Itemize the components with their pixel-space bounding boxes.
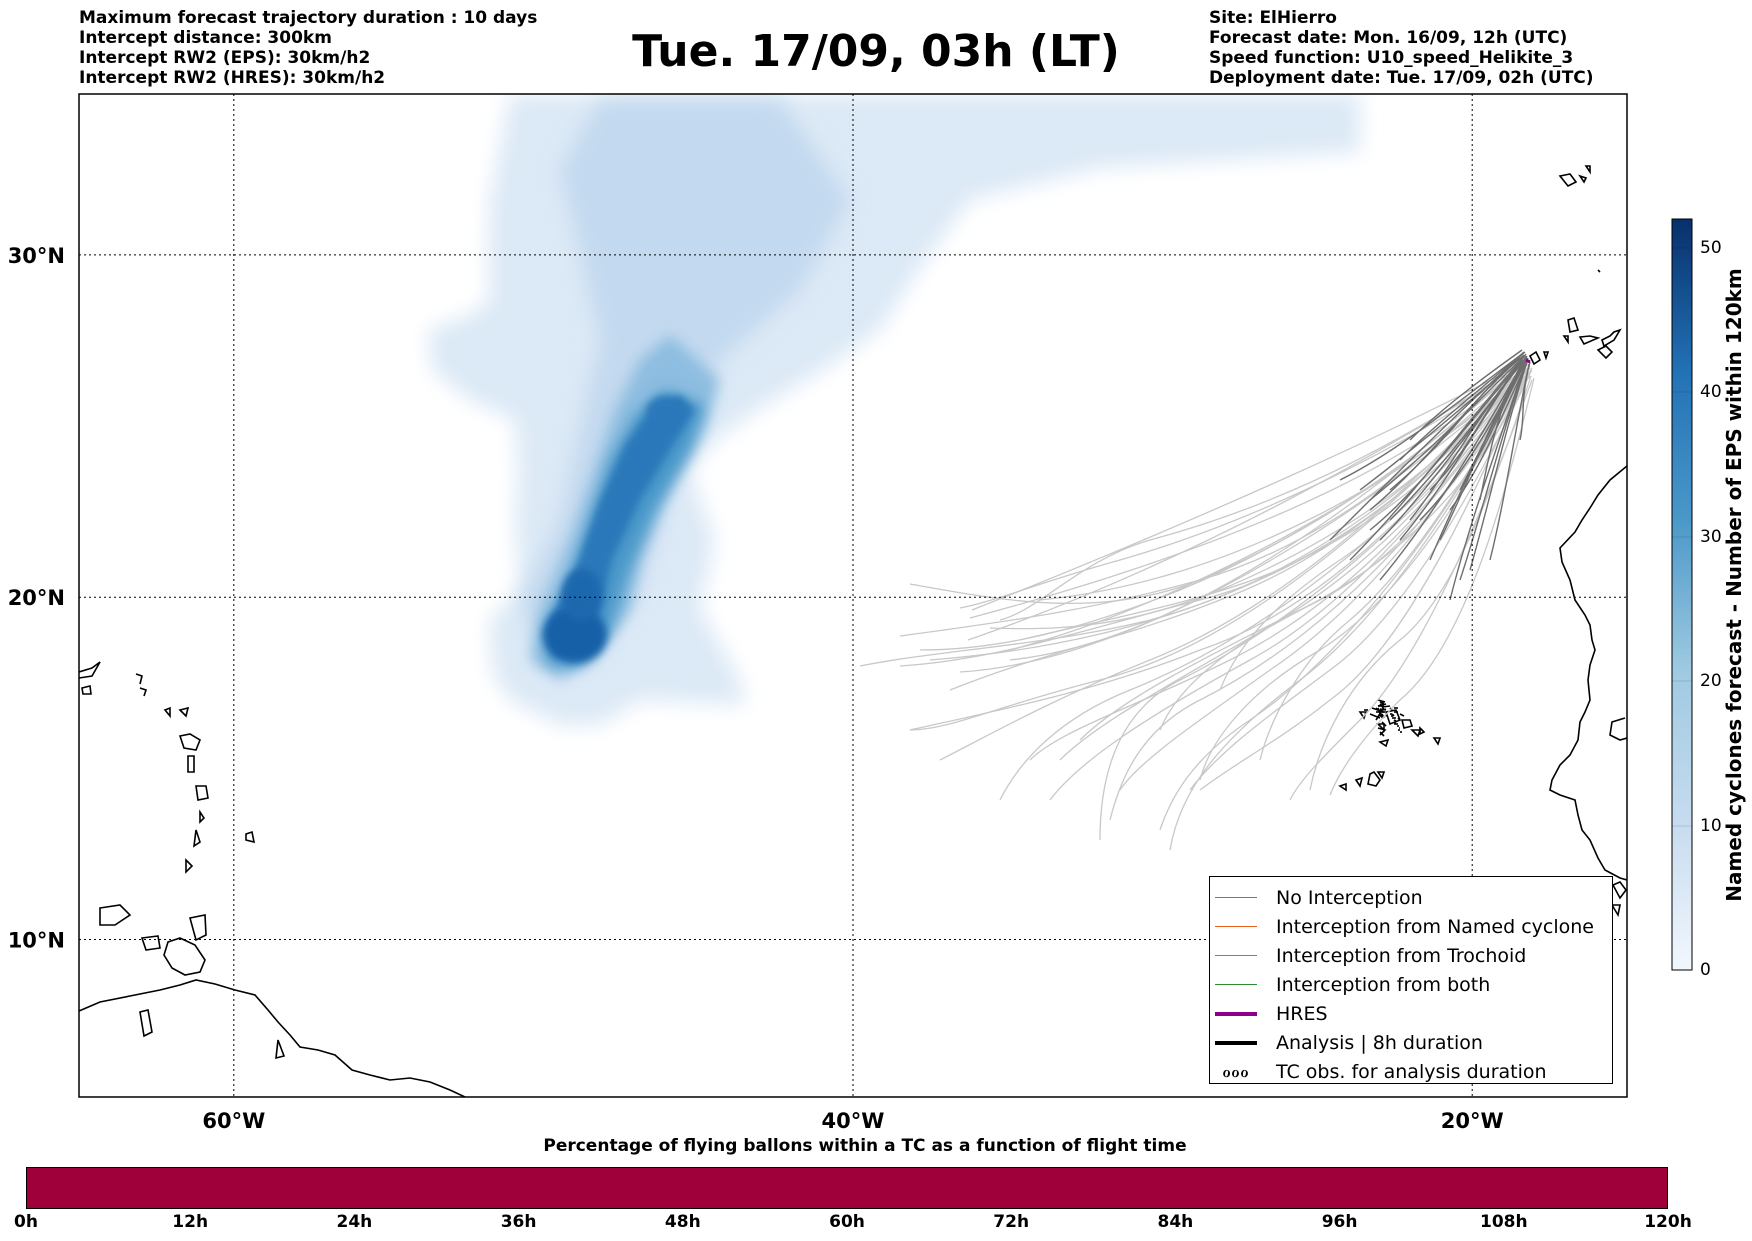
colorbar-gridlines <box>1672 247 1692 971</box>
flight-bar-tick-label: 84h <box>1157 1212 1194 1232</box>
flight-bar-title: Percentage of flying ballons within a TC… <box>543 1136 1187 1156</box>
latitude-tick-label: 30°N <box>8 244 65 268</box>
longitude-tick-labels: 60°W 40°W 20°W <box>202 1109 1503 1133</box>
latitude-tick-label: 20°N <box>8 586 65 610</box>
longitude-tick-label: 60°W <box>202 1109 265 1133</box>
colorbar-tick: 0 <box>1700 960 1711 980</box>
colorbar-tick: 30 <box>1700 527 1722 547</box>
africa-coast <box>1549 465 1627 881</box>
legend-label: Analysis | 8h duration <box>1276 1031 1483 1054</box>
header-left-line: Maximum forecast trajectory duration : 1… <box>79 8 538 28</box>
map-legend: No Interception Interception from Named … <box>1209 876 1613 1084</box>
flight-bar-tick-label: 12h <box>172 1212 209 1232</box>
legend-swatch <box>1215 1011 1257 1016</box>
colorbar-label: Named cyclones forecast - Number of EPS … <box>1722 268 1746 902</box>
colorbar-tick: 20 <box>1700 671 1722 691</box>
header-right-line: Deployment date: Tue. 17/09, 02h (UTC) <box>1209 68 1594 88</box>
header-right-info: Site: ElHierro Forecast date: Mon. 16/09… <box>1209 8 1594 88</box>
colorbar-tick: 10 <box>1700 816 1722 836</box>
legend-item-hres: HRES <box>1210 999 1612 1028</box>
latitude-tick-label: 10°N <box>8 929 65 953</box>
legend-item-trochoid: Interception from Trochoid <box>1210 941 1612 970</box>
colorbar-tick: 40 <box>1700 382 1722 402</box>
header-left-info: Maximum forecast trajectory duration : 1… <box>79 8 537 88</box>
legend-swatch <box>1215 926 1257 927</box>
colorbar-tick: 50 <box>1700 238 1722 258</box>
legend-label: HRES <box>1276 1002 1328 1025</box>
header-right-line: Site: ElHierro <box>1209 8 1337 28</box>
flight-time-bar <box>26 1167 1668 1209</box>
longitude-tick-label: 20°W <box>1441 1109 1504 1133</box>
colorbar <box>1671 218 1693 971</box>
south-america-coast <box>79 979 466 1097</box>
legend-label: No Interception <box>1276 886 1423 909</box>
flight-bar-tick-label: 60h <box>829 1212 865 1232</box>
balloon-trajectories <box>859 349 1535 851</box>
flight-bar-tick-label: 48h <box>664 1212 701 1232</box>
flight-bar-tick-label: 36h <box>500 1212 537 1232</box>
header-left-line: Intercept distance: 300km <box>79 28 332 48</box>
legend-item-no-interception: No Interception <box>1210 883 1612 912</box>
header-left-line: Intercept RW2 (EPS): 30km/h2 <box>79 48 371 68</box>
legend-label: Interception from Named cyclone <box>1276 915 1594 938</box>
flight-bar-tick-label: 120h <box>1644 1212 1692 1232</box>
cyclone-density-heatmap <box>428 94 1360 725</box>
header-right-line: Forecast date: Mon. 16/09, 12h (UTC) <box>1209 28 1568 48</box>
header-right-line: Speed function: U10_speed_Helikite_3 <box>1209 48 1574 68</box>
legend-item-both: Interception from both <box>1210 970 1612 999</box>
flight-bar-tick-label: 108h <box>1480 1212 1528 1232</box>
legend-label: TC obs. for analysis duration <box>1276 1060 1547 1083</box>
legend-swatch <box>1215 897 1257 898</box>
tc-symbol-icon: ℴℴℴ <box>1222 1061 1250 1082</box>
map-frame <box>78 93 1628 1098</box>
flight-bar-tick-label: 0h <box>14 1212 38 1232</box>
longitude-tick-label: 40°W <box>822 1109 885 1133</box>
legend-swatch <box>1215 955 1257 956</box>
flight-bar-tick-label: 72h <box>993 1212 1030 1232</box>
legend-swatch <box>1215 1040 1257 1045</box>
legend-swatch <box>1215 984 1257 985</box>
legend-item-tc-obs: ℴℴℴ TC obs. for analysis duration <box>1210 1057 1612 1086</box>
legend-item-named-cyclone: Interception from Named cyclone <box>1210 912 1612 941</box>
coastlines <box>79 165 1627 1097</box>
legend-label: Interception from Trochoid <box>1276 944 1527 967</box>
flight-bar-tick-label: 96h <box>1321 1212 1358 1232</box>
legend-label: Interception from both <box>1276 973 1491 996</box>
flight-bar-tick-label: 24h <box>336 1212 373 1232</box>
legend-item-analysis: Analysis | 8h duration <box>1210 1028 1612 1057</box>
header-left-line: Intercept RW2 (HRES): 30km/h2 <box>79 68 386 88</box>
page-title: Tue. 17/09, 03h (LT) <box>632 26 1120 77</box>
latitude-tick-labels: 30°N 20°N 10°N <box>8 244 65 953</box>
